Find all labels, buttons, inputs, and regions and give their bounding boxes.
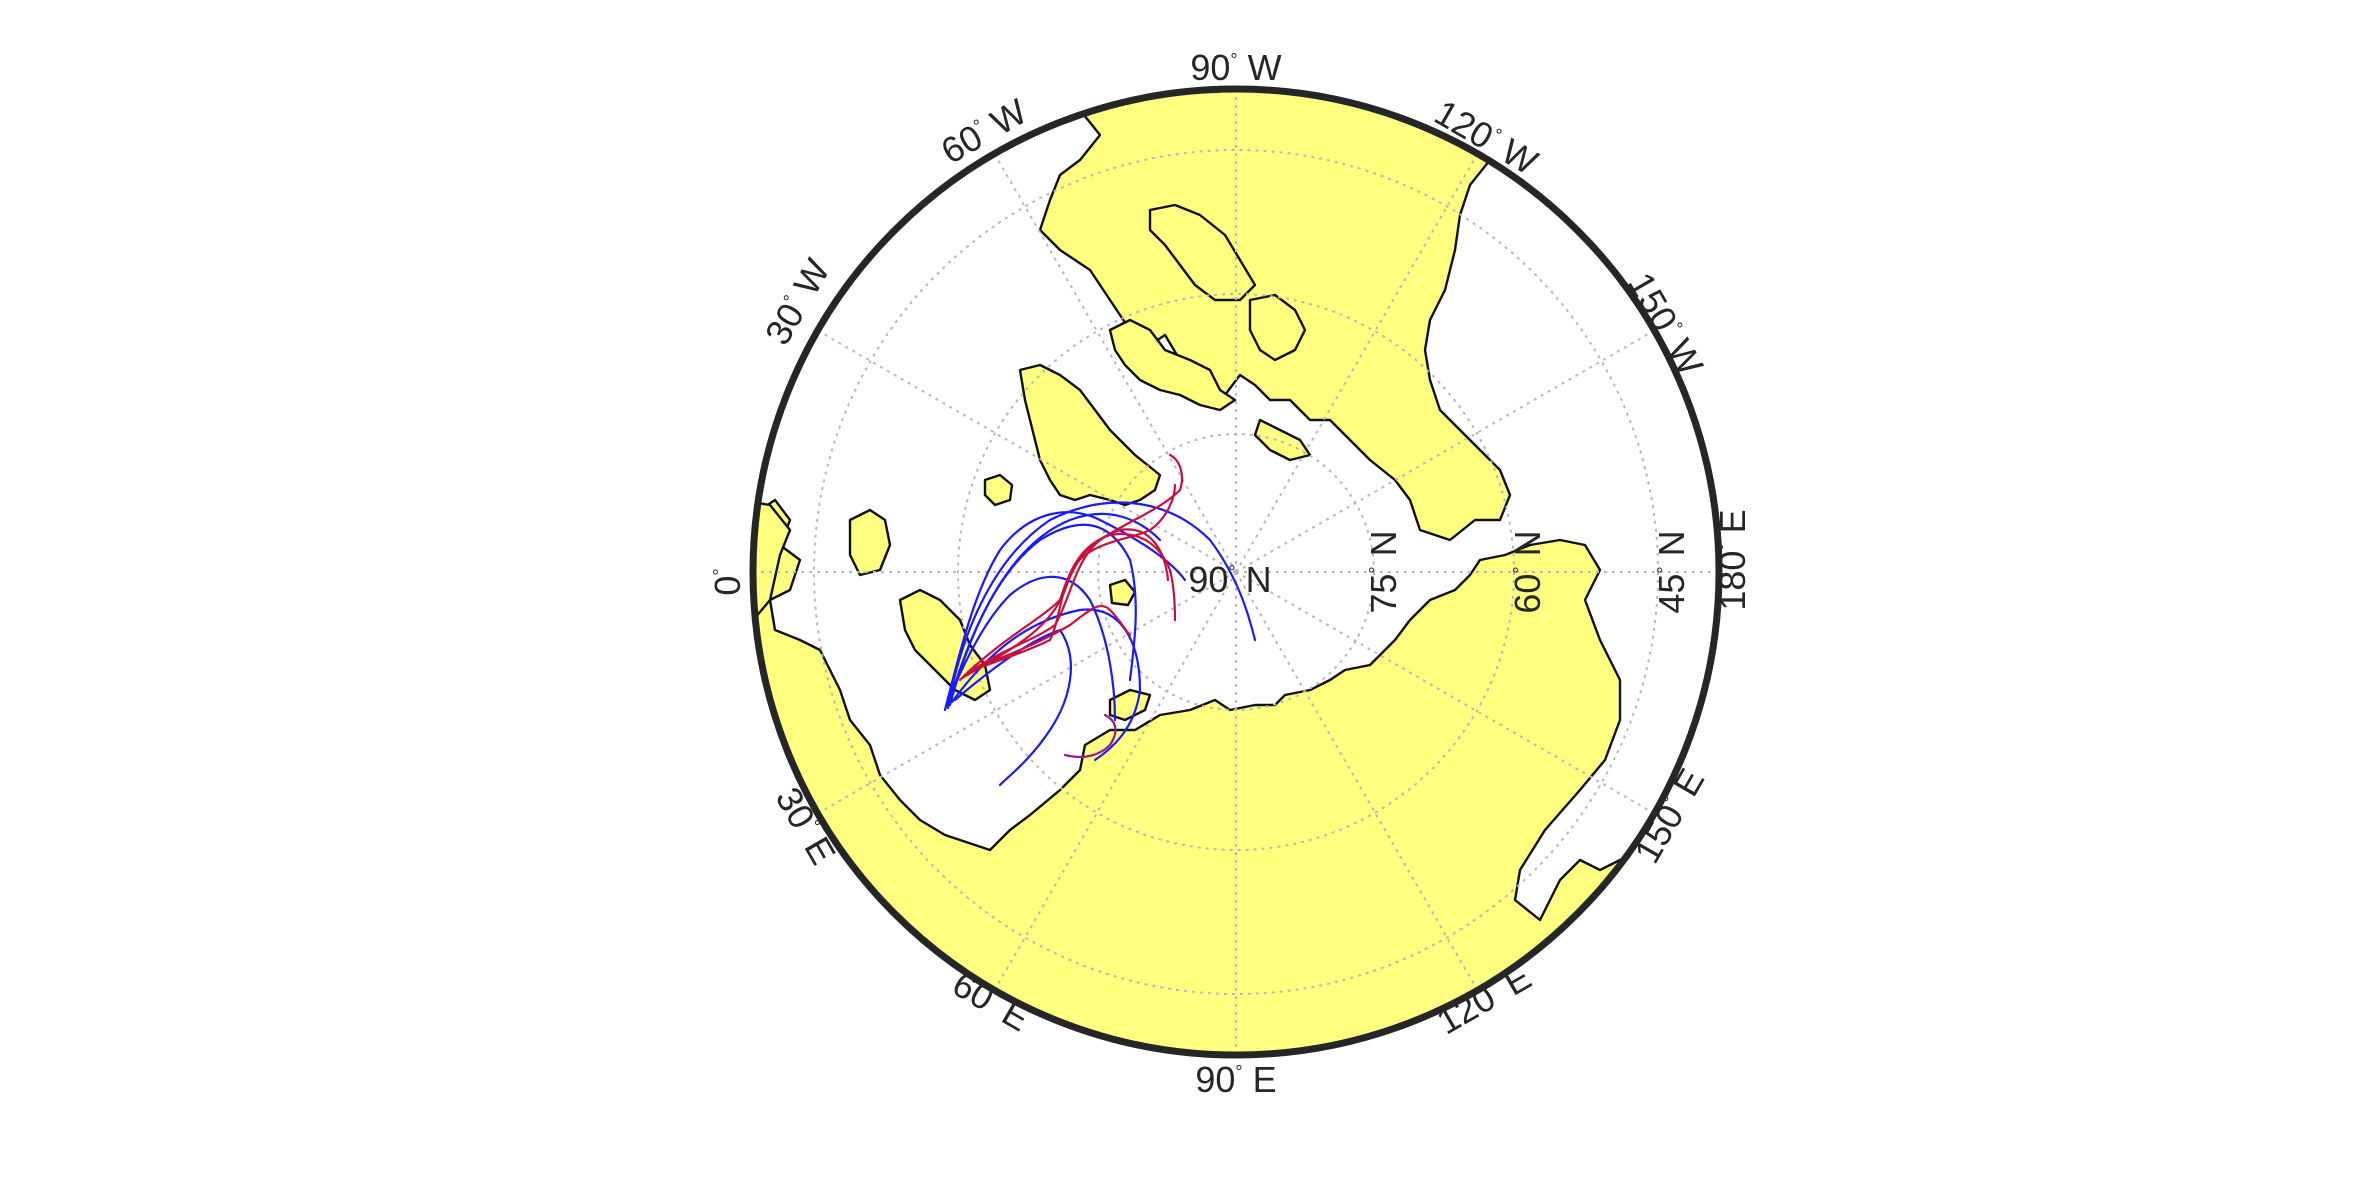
- land-novaya-zemlya: [1108, 688, 1152, 722]
- trajectory-blue-5: [953, 628, 1072, 787]
- meridian-line: [993, 153, 1237, 573]
- meridian-line: [1235, 153, 1479, 573]
- label-90n: 90° N: [1188, 559, 1271, 600]
- trajectory-lines: [943, 453, 1257, 787]
- meridian-line: [1235, 329, 1655, 573]
- land-iceland: [983, 473, 1014, 507]
- trajectory-red-3: [963, 453, 1184, 677]
- meridian-line: [1235, 571, 1479, 991]
- label-60n: 60° N: [1507, 530, 1548, 613]
- parallel-60: [957, 293, 1515, 851]
- trajectory-blue-1: [946, 501, 1257, 710]
- land-island-cluster: [1253, 418, 1312, 462]
- label-180e: 180° E: [1712, 509, 1753, 610]
- label-90w: 90° W: [1190, 47, 1281, 88]
- meridian-line: [817, 571, 1237, 815]
- label-90e: 90° E: [1195, 1059, 1276, 1100]
- land-svalbard: [1108, 578, 1137, 607]
- land-island-ne: [1248, 293, 1307, 362]
- land-eurasia: [753, 498, 1719, 1055]
- meridian-line: [817, 329, 1237, 573]
- parallel-45: [813, 149, 1659, 995]
- trajectory-blue-6: [944, 575, 1117, 722]
- meridian-lines: [753, 89, 1719, 1055]
- trajectory-red-5: [968, 604, 1132, 672]
- meridian-line: [1235, 571, 1655, 815]
- land-greenland: [1018, 363, 1162, 507]
- trajectory-blue-4: [950, 608, 1142, 762]
- map-frame: [749, 85, 1723, 1059]
- land-british-isles: [848, 508, 892, 577]
- land-baffin-island: [1148, 203, 1257, 302]
- trajectory-red-4: [966, 483, 1177, 674]
- parallel-labels: 90° N 75° N 60° N 45° N: [1188, 530, 1692, 613]
- graticule: [753, 89, 1719, 1055]
- label-45n: 45° N: [1651, 530, 1692, 613]
- label-75n: 75° N: [1363, 530, 1404, 613]
- trajectory-red-6: [1063, 713, 1117, 759]
- trajectory-blue-3: [943, 511, 1187, 712]
- label-0: 0°: [707, 568, 748, 595]
- meridian-line: [993, 571, 1237, 991]
- land-arctic-islands: [1108, 318, 1237, 412]
